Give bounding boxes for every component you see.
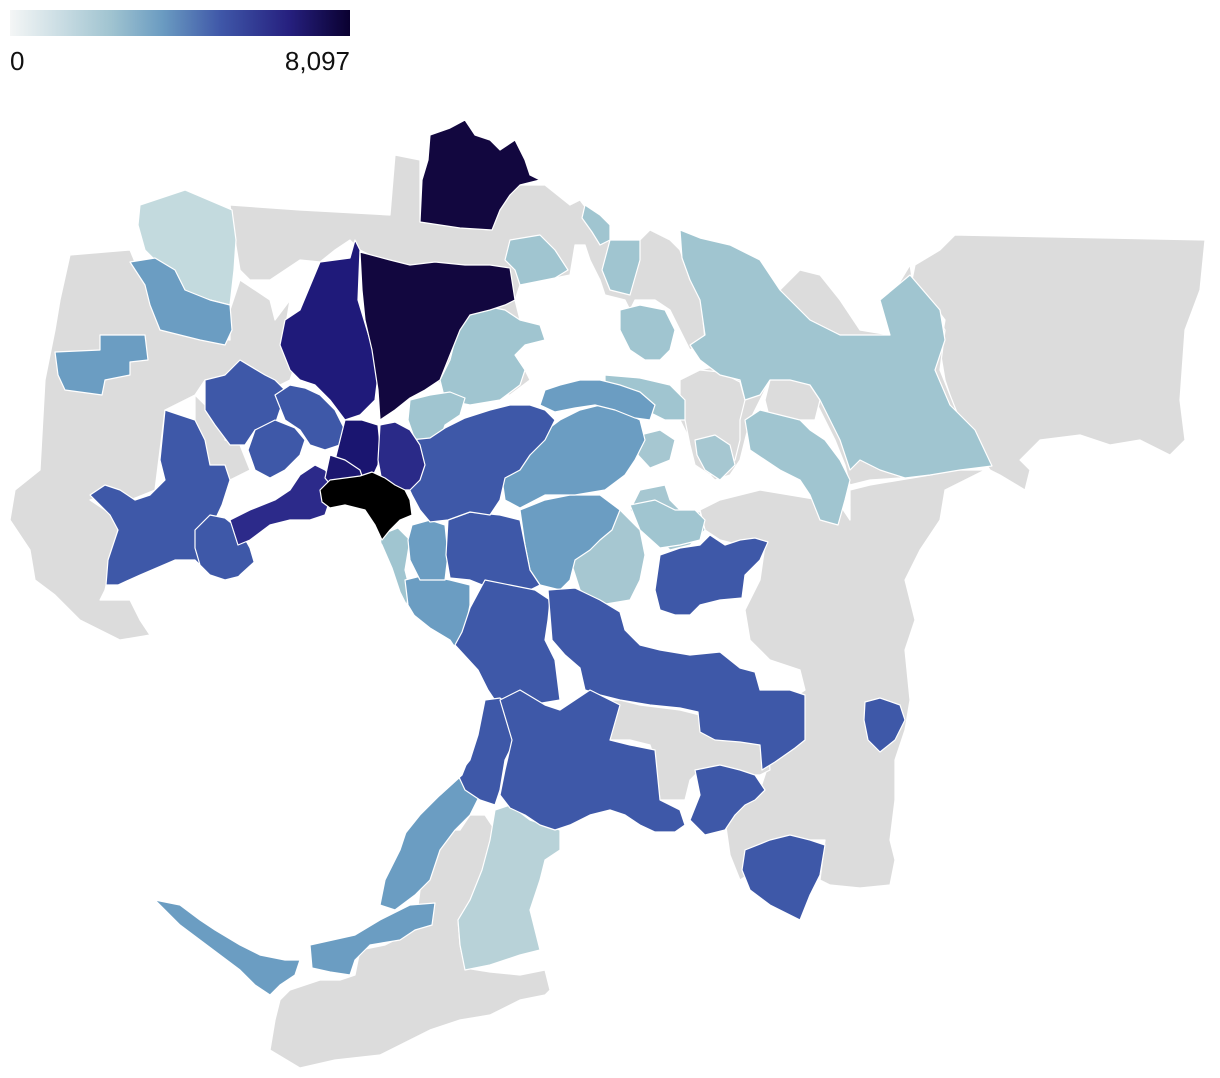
max-value-regions — [319, 471, 413, 541]
region-brimbank-east — [247, 419, 306, 479]
region-northwest — [229, 154, 706, 351]
region-melbourne-cbd — [319, 471, 413, 541]
region-hume-west — [279, 239, 379, 421]
medium-blue-regions — [54, 257, 656, 996]
region-glen-eira — [445, 511, 541, 596]
light-blue-regions — [379, 204, 993, 613]
region-east-small-1 — [694, 434, 736, 481]
region-banyule — [439, 304, 546, 406]
region-yarra-ranges-north — [679, 229, 993, 479]
region-peninsula-mid — [309, 902, 436, 976]
region-north-small — [581, 204, 611, 246]
color-scale-legend: 0 8,097 — [10, 10, 350, 74]
region-whitehorse — [399, 404, 556, 523]
region-boroondara-east — [499, 404, 646, 509]
region-kingston-n — [407, 519, 449, 581]
region-cardinia-a — [689, 764, 766, 836]
legend-max-label: 8,097 — [284, 46, 350, 76]
region-north-east-small — [601, 239, 641, 296]
region-peninsula-south — [457, 804, 561, 971]
region-peninsula-west — [154, 899, 301, 996]
region-casey-south — [499, 689, 686, 833]
region-east-isolated — [863, 697, 906, 753]
region-knox — [629, 499, 706, 549]
dark-blue-regions — [229, 119, 541, 546]
region-north-central — [504, 234, 569, 286]
color-scale-bar — [10, 10, 350, 36]
region-manningham — [539, 379, 656, 421]
region-casey-north — [654, 534, 769, 616]
mid-dark-regions — [89, 359, 906, 921]
port-phillip-bay — [184, 521, 479, 936]
region-wyndham-north — [54, 334, 149, 396]
region-melton-south — [129, 257, 233, 346]
region-mitchell — [419, 119, 541, 231]
region-nillumbik-s — [619, 304, 676, 361]
legend-min-label: 0 — [10, 46, 25, 76]
region-croydon — [744, 409, 851, 526]
region-whittlesea — [359, 251, 516, 421]
region-yarra — [377, 421, 426, 491]
region-cardinia-b — [741, 834, 826, 921]
